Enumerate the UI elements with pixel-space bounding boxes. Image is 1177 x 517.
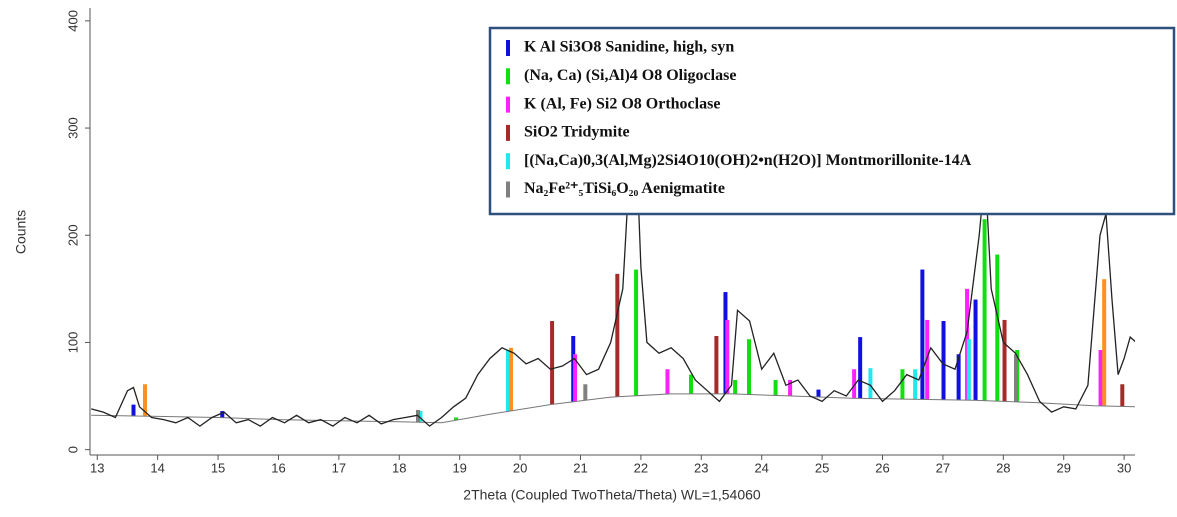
phase-stick xyxy=(634,269,639,396)
legend-swatch xyxy=(506,153,510,170)
phase-stick xyxy=(788,379,793,396)
legend-swatch xyxy=(506,181,510,198)
y-tick-label: 400 xyxy=(65,10,80,32)
y-tick-label: 0 xyxy=(65,446,80,453)
x-tick-label: 23 xyxy=(694,460,708,475)
legend-swatch xyxy=(506,40,510,56)
x-tick-label: 27 xyxy=(936,460,950,475)
phase-stick xyxy=(1120,384,1125,407)
phase-stick xyxy=(913,369,918,400)
phase-stick xyxy=(973,299,978,401)
phase-stick xyxy=(1014,354,1019,402)
legend-label: K Al Si3O8 Sanidine, high, syn xyxy=(524,39,734,56)
phase-stick xyxy=(956,354,961,401)
y-tick-label: 100 xyxy=(65,332,80,354)
phase-stick xyxy=(747,339,752,395)
x-tick-label: 16 xyxy=(271,460,285,475)
phase-stick xyxy=(689,374,694,394)
phase-stick xyxy=(920,269,925,400)
phase-stick xyxy=(550,321,555,405)
legend-swatch xyxy=(506,96,510,113)
x-tick-label: 14 xyxy=(150,460,164,475)
x-tick-label: 19 xyxy=(452,460,466,475)
x-tick-label: 28 xyxy=(996,460,1010,475)
phase-stick xyxy=(995,254,1000,402)
x-tick-label: 15 xyxy=(211,460,225,475)
x-tick-label: 18 xyxy=(392,460,406,475)
phase-stick xyxy=(852,369,857,399)
phase-stick xyxy=(941,321,946,400)
x-tick-label: 13 xyxy=(90,460,104,475)
x-tick-label: 25 xyxy=(815,460,829,475)
legend-box xyxy=(488,26,1176,216)
legend-label: SiO2 Tridymite xyxy=(524,124,630,141)
phase-stick xyxy=(1098,349,1103,406)
background-line xyxy=(91,393,1135,424)
legend-swatch xyxy=(506,124,510,141)
phase-stick xyxy=(725,319,730,394)
phase-stick xyxy=(220,411,225,418)
phase-stick xyxy=(131,404,136,417)
phase-stick xyxy=(509,347,514,411)
phase-stick xyxy=(1002,319,1007,402)
phase-stick xyxy=(506,349,510,412)
x-tick-label: 17 xyxy=(332,460,346,475)
phase-stick xyxy=(858,337,863,399)
phase-stick xyxy=(665,369,670,395)
phase-stick xyxy=(773,379,778,396)
phase-stick xyxy=(615,273,620,397)
legend-label: K (Al, Fe) Si2 O8 Orthoclase xyxy=(524,95,720,112)
phase-stick xyxy=(982,219,987,401)
legend: K Al Si3O8 Sanidine, high, syn (Na, Ca) (… xyxy=(488,26,1176,216)
y-tick-label: 200 xyxy=(65,224,80,246)
x-axis-label: 2Theta (Coupled TwoTheta/Theta) WL=1,540… xyxy=(463,487,761,503)
x-tick-label: 21 xyxy=(573,460,587,475)
phase-stick xyxy=(418,411,423,423)
y-axis-label: Counts xyxy=(13,210,29,254)
phase-stick xyxy=(454,417,459,421)
x-tick-label: 24 xyxy=(754,460,768,475)
x-tick-label: 29 xyxy=(1056,460,1070,475)
y-tick-label: 300 xyxy=(65,117,80,139)
phase-stick xyxy=(583,384,588,401)
phase-stick xyxy=(714,336,719,394)
x-tick-label: 22 xyxy=(634,460,648,475)
phase-stick xyxy=(868,368,873,399)
phase-stick xyxy=(733,379,738,395)
axes: 0 100 200 300 400 13 14 15 16 17 18 19 20 21 22 23 24 25 2… xyxy=(65,8,1135,475)
legend-label: (Na, Ca) (Si,Al)4 O8 Oligoclase xyxy=(524,67,736,84)
legend-label: Na₂Fe²⁺₅TiSi₆O₂₀ Aenigmatite xyxy=(524,180,725,197)
phase-stick xyxy=(1102,279,1107,406)
x-tick-label: 20 xyxy=(513,460,527,475)
legend-swatch xyxy=(506,68,510,85)
phase-stick xyxy=(573,354,578,402)
legend-label: [(Na,Ca)0,3(Al,Mg)2Si4O10(OH)2•n(H2O)] M… xyxy=(524,152,972,169)
phase-stick xyxy=(900,369,905,400)
phase-stick xyxy=(142,384,147,417)
phase-stick xyxy=(925,319,930,400)
x-tick-label: 26 xyxy=(875,460,889,475)
x-tick-label: 30 xyxy=(1117,460,1131,475)
phase-stick xyxy=(816,389,821,397)
phase-stick xyxy=(966,339,971,401)
